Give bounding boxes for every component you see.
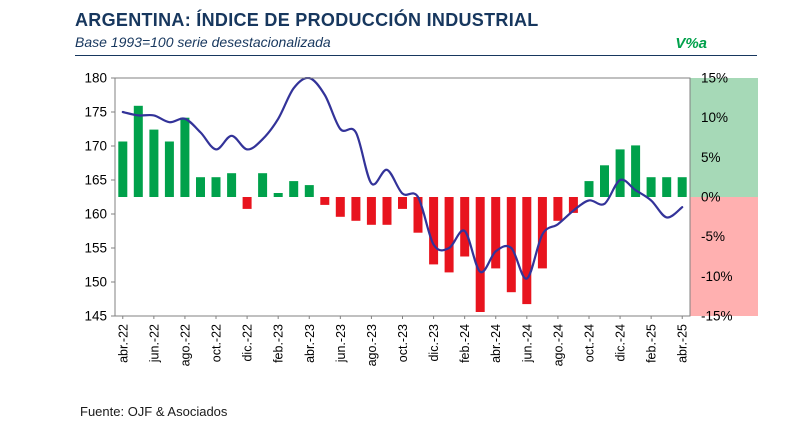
bar [429,197,439,265]
bar [600,165,609,197]
x-axis-tick-label: abr.-25 [676,324,690,363]
right-axis: 15% 10% 5% 0% -5% -10% -15% [701,71,733,324]
bar [568,197,578,213]
bar [180,117,190,197]
bar [289,181,299,197]
bar [164,141,174,197]
right-axis-tick-label: 0% [701,190,721,205]
bar [491,197,501,269]
x-axis-tick-label: abr.-24 [489,324,503,363]
left-axis-tick-label: 155 [84,241,107,256]
x-axis-tick-label: feb.-23 [272,324,286,363]
right-axis-tick-label: 5% [701,150,721,165]
bar [227,173,237,197]
bar [584,181,594,197]
bar [444,197,454,273]
bar [522,197,532,305]
bar [118,141,128,197]
bar [351,197,361,221]
left-axis-tick-label: 180 [84,71,107,86]
bar [615,149,625,197]
bar [366,197,376,225]
x-axis-tick-label: feb.-25 [645,324,659,363]
x-axis-tick-label: ago.-22 [178,324,192,366]
x-axis-tick-label: jun.-23 [334,324,348,363]
negative-band [690,197,758,316]
left-axis-tick-label: 175 [84,105,107,120]
x-axis-tick-label: ago.-24 [551,324,565,366]
x-axis-tick-label: oct.-23 [396,324,410,362]
bar [382,197,392,225]
right-axis-bands [690,78,758,316]
right-axis-tick-label: -5% [701,229,725,244]
x-axis-tick-label: dic.-23 [427,324,441,362]
bar [553,197,563,221]
bar [133,105,143,197]
bar [398,197,407,209]
left-axis-tick-label: 150 [84,275,107,290]
chart-header: ARGENTINA: ÍNDICE DE PRODUCCIÓN INDUSTRI… [75,10,757,56]
bar [211,177,221,197]
bar [413,197,423,233]
right-axis-tick-label: 10% [701,110,728,125]
right-axis-tick-label: -10% [701,269,733,284]
bar [258,173,268,197]
page-title: ARGENTINA: ÍNDICE DE PRODUCCIÓN INDUSTRI… [75,10,539,30]
x-axis-tick-label: feb.-24 [458,324,472,363]
chart-subtitle: Base 1993=100 serie desestacionalizada [75,34,331,50]
bar [320,197,330,205]
bar [304,185,314,197]
x-axis-tick-label: dic.-24 [614,324,628,362]
combo-chart: 180 175 170 165 160 155 150 145 15% 10% 5% 0% -5% -10… [84,71,758,366]
x-axis-tick-label: oct.-24 [582,324,596,362]
bar [677,177,687,197]
x-axis-tick-label: jun.-24 [520,324,534,363]
bar [149,129,159,197]
left-axis-tick-label: 170 [84,139,107,154]
index-line [121,77,684,280]
bar [196,177,205,197]
bar [631,145,641,197]
x-axis-tick-label: dic.-22 [241,324,255,362]
chart-area: 180 175 170 165 160 155 150 145 15% 10% 5% 0% -5% -10… [0,62,800,387]
x-axis-tick-label: oct.-22 [210,324,224,362]
chart-page: { "header": { "title": "ARGENTINA: ÍNDIC… [0,10,800,439]
bar [475,197,485,312]
x-axis: abr.-22 jun.-22 ago.-22 oct.-22 dic.-22 feb.-… [116,316,690,366]
left-axis-tick-label: 145 [84,309,107,324]
bar [662,177,672,197]
right-axis-title: V%a [675,35,707,52]
bar [460,197,470,257]
line-series [121,77,684,280]
x-axis-tick-label: abr.-23 [303,324,317,363]
bar [273,193,283,197]
bar [335,197,345,217]
bar [242,197,252,209]
left-axis-tick-label: 160 [84,207,107,222]
bar [506,197,516,293]
left-axis-tick-label: 165 [84,173,107,188]
bar-series [118,105,687,312]
x-axis-tick-label: ago.-23 [365,324,379,366]
x-axis-tick-label: abr.-22 [116,324,130,363]
x-axis-tick-label: jun.-22 [147,324,161,363]
positive-band [690,78,758,197]
right-axis-tick-label: 15% [701,71,728,86]
bar [646,177,656,197]
source-note: Fuente: OJF & Asociados [80,404,228,419]
right-axis-tick-label: -15% [701,309,733,324]
left-axis: 180 175 170 165 160 155 150 145 [84,71,115,324]
